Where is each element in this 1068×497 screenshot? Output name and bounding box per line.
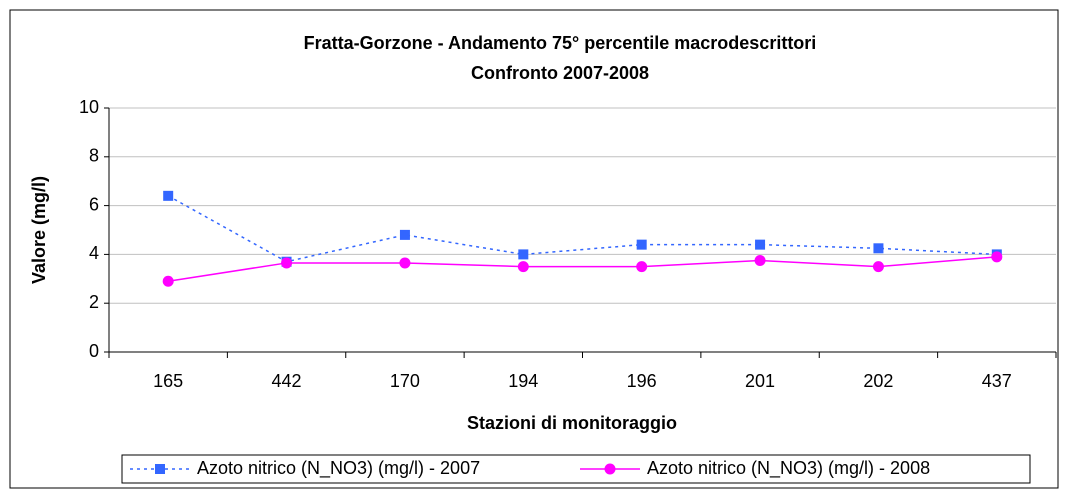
y-tick-label: 2: [89, 292, 99, 312]
data-point: [399, 229, 410, 240]
data-point: [754, 255, 766, 266]
data-point: [991, 251, 1003, 263]
data-point: [636, 261, 648, 273]
legend-label: Azoto nitrico (N_NO3) (mg/l) - 2008: [647, 458, 930, 479]
y-tick-label: 10: [79, 97, 99, 117]
x-tick-label: 202: [863, 371, 893, 391]
data-point: [755, 239, 766, 250]
legend-marker: [604, 463, 616, 475]
data-point: [163, 190, 174, 201]
chart-subtitle: Confronto 2007-2008: [471, 63, 649, 83]
data-point: [873, 243, 884, 254]
x-tick-label: 437: [982, 371, 1012, 391]
x-tick-label: 201: [745, 371, 775, 391]
x-tick-label: 196: [627, 371, 657, 391]
y-tick-label: 6: [89, 194, 99, 214]
data-point: [636, 239, 647, 250]
y-tick-label: 4: [89, 243, 99, 263]
x-axis-label: Stazioni di monitoraggio: [467, 413, 677, 433]
series-line: [168, 256, 997, 282]
data-point: [872, 261, 884, 273]
data-point: [399, 257, 411, 269]
x-tick-label: 442: [272, 371, 302, 391]
series-line: [167, 195, 997, 263]
x-tick-label: 165: [153, 371, 183, 391]
data-point: [517, 261, 529, 273]
data-point: [162, 275, 174, 287]
chart-title: Fratta-Gorzone - Andamento 75° percentil…: [304, 33, 817, 53]
data-point: [281, 257, 293, 269]
x-tick-label: 170: [390, 371, 420, 391]
data-point: [518, 249, 529, 260]
x-tick-label: 194: [508, 371, 538, 391]
y-tick-label: 0: [89, 341, 99, 361]
legend: [121, 454, 1031, 484]
legend-label: Azoto nitrico (N_NO3) (mg/l) - 2007: [197, 458, 480, 479]
y-tick-label: 8: [89, 146, 99, 166]
legend-marker: [155, 464, 165, 474]
y-axis-label: Valore (mg/l): [29, 176, 49, 284]
